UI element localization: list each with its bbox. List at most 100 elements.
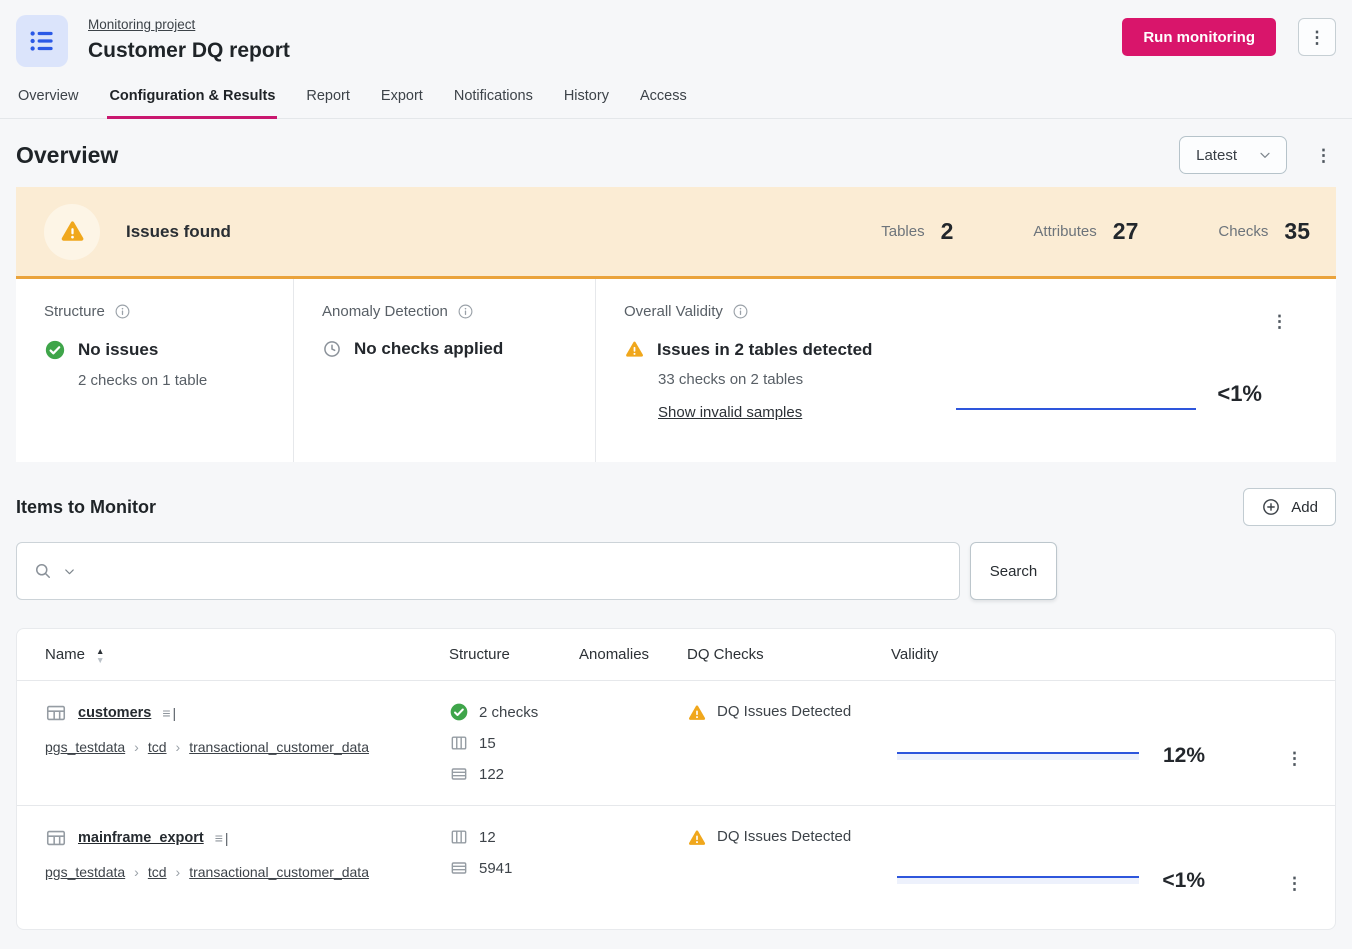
banner-status-text: Issues found — [126, 221, 231, 241]
dq-status: DQ Issues Detected — [717, 703, 852, 720]
item-link-customers[interactable]: customers — [78, 705, 152, 721]
kebab-icon — [1286, 877, 1303, 892]
column-header-name: Name — [45, 646, 86, 663]
chevron-down-icon — [1260, 152, 1270, 158]
card-validity-title: Overall Validity — [624, 303, 723, 320]
summary-cards: Structure No issues 2 checks on 1 table … — [16, 279, 1336, 462]
monitored-items-table: Name Structure Anomalies DQ Checks Valid… — [16, 628, 1336, 930]
run-monitoring-button[interactable]: Run monitoring — [1122, 18, 1276, 56]
card-structure: Structure No issues 2 checks on 1 table — [16, 279, 293, 462]
path-link-source[interactable]: pgs_testdata — [45, 864, 126, 880]
attribute-count: 12 — [479, 828, 496, 846]
page-title: Customer DQ report — [88, 39, 290, 62]
clock-icon — [324, 341, 340, 357]
kebab-icon — [1271, 315, 1288, 330]
success-check-icon — [45, 340, 65, 360]
warning-icon — [61, 221, 83, 241]
validity-value: <1% — [1162, 869, 1205, 892]
validity-cell: <1% — [891, 827, 1307, 908]
stat-value: 2 — [940, 218, 954, 244]
tab-access[interactable]: Access — [639, 88, 687, 104]
tab-configuration-results[interactable]: Configuration & Results — [107, 75, 278, 119]
version-selector-value: Latest — [1196, 146, 1237, 164]
structure-checks: 2 checks — [479, 703, 539, 721]
overview-panel: Issues found Tables 2 Attributes 27 Chec… — [16, 187, 1336, 462]
tab-bar: Overview Configuration & Results Report … — [0, 75, 1352, 119]
columns-icon — [451, 830, 467, 844]
success-check-icon — [450, 703, 468, 721]
path-link-source[interactable]: pgs_testdata — [45, 739, 126, 755]
sort-desc-icon — [96, 655, 104, 664]
column-header-dq-checks: DQ Checks — [687, 646, 764, 663]
overview-heading: Overview — [16, 141, 119, 168]
overview-kebab-button[interactable] — [1311, 143, 1336, 168]
tab-notifications[interactable]: Notifications — [453, 88, 533, 104]
profile-preview-icon[interactable] — [162, 706, 176, 720]
project-logo — [16, 15, 68, 67]
tab-export[interactable]: Export — [380, 88, 423, 104]
add-button[interactable]: Add — [1243, 488, 1336, 526]
warning-icon-circle — [44, 203, 100, 260]
table-row-customers: customers pgs_testdata tcd transactional… — [17, 681, 1335, 805]
row-kebab-button[interactable] — [1282, 746, 1307, 771]
validity-value: 12% — [1162, 744, 1205, 767]
search-button[interactable]: Search — [970, 542, 1057, 600]
stat-label: Attributes — [1033, 223, 1097, 240]
path-link-schema[interactable]: tcd — [147, 739, 167, 755]
columns-icon — [451, 736, 467, 750]
table-header-row: Name Structure Anomalies DQ Checks Valid… — [17, 629, 1335, 681]
kebab-icon — [1309, 29, 1326, 46]
stat-attributes: Attributes 27 — [1033, 218, 1138, 245]
card-overall-validity: Overall Validity Issues in 2 tables dete… — [595, 279, 1336, 462]
search-icon — [36, 564, 50, 578]
tab-report[interactable]: Report — [306, 88, 350, 104]
card-structure-detail: 2 checks on 1 table — [78, 372, 208, 389]
path-separator-icon — [134, 739, 139, 755]
validity-sparkline — [897, 876, 1139, 884]
search-combobox[interactable] — [16, 542, 960, 600]
header-kebab-button[interactable] — [1298, 18, 1336, 56]
banner-stats: Tables 2 Attributes 27 Checks 35 — [881, 218, 1310, 245]
column-header-structure: Structure — [449, 646, 510, 663]
card-validity-status: Issues in 2 tables detected — [657, 339, 873, 359]
card-structure-title: Structure — [44, 303, 105, 320]
plus-circle-icon — [1263, 499, 1280, 515]
overview-section-head: Overview Latest — [0, 119, 1352, 187]
sort-toggle[interactable] — [96, 646, 104, 664]
kebab-icon — [1286, 752, 1303, 767]
item-path: pgs_testdata tcd transactional_customer_… — [45, 739, 449, 755]
chevron-down-icon[interactable] — [62, 564, 77, 579]
path-link-schema[interactable]: tcd — [147, 864, 167, 880]
validity-value: <1% — [1217, 381, 1262, 406]
info-icon[interactable] — [732, 303, 749, 320]
name-cell: mainframe_export pgs_testdata tcd transa… — [45, 827, 449, 908]
path-link-folder[interactable]: transactional_customer_data — [189, 739, 369, 755]
list-icon — [30, 31, 53, 51]
row-kebab-button[interactable] — [1282, 871, 1307, 896]
breadcrumb-monitoring-project[interactable]: Monitoring project — [88, 17, 196, 32]
sort-asc-icon — [96, 646, 104, 655]
column-header-validity: Validity — [891, 646, 939, 663]
validity-kebab-button[interactable] — [1267, 309, 1292, 334]
info-icon[interactable] — [114, 303, 131, 320]
path-link-folder[interactable]: transactional_customer_data — [189, 864, 369, 880]
tab-overview[interactable]: Overview — [18, 88, 79, 104]
version-selector[interactable]: Latest — [1179, 136, 1287, 174]
dq-checks-cell: DQ Issues Detected — [687, 827, 891, 908]
dq-checks-cell: DQ Issues Detected — [687, 702, 891, 784]
card-structure-status: No issues — [78, 340, 159, 359]
validity-cell: 12% — [891, 702, 1307, 784]
card-anomaly-status: No checks applied — [354, 339, 504, 358]
search-input[interactable] — [86, 543, 943, 599]
tab-history[interactable]: History — [563, 88, 609, 104]
item-link-mainframe-export[interactable]: mainframe_export — [78, 830, 204, 846]
info-icon[interactable] — [457, 303, 474, 320]
validity-sparkline — [956, 408, 1196, 410]
search-row: Search — [16, 542, 1336, 600]
show-invalid-samples-link[interactable]: Show invalid samples — [658, 404, 803, 421]
title-block: Monitoring project Customer DQ report — [88, 15, 290, 63]
profile-preview-icon[interactable] — [215, 831, 229, 845]
table-icon — [46, 705, 66, 721]
dq-status: DQ Issues Detected — [717, 828, 852, 845]
app-header: Monitoring project Customer DQ report Ru… — [0, 0, 1352, 75]
